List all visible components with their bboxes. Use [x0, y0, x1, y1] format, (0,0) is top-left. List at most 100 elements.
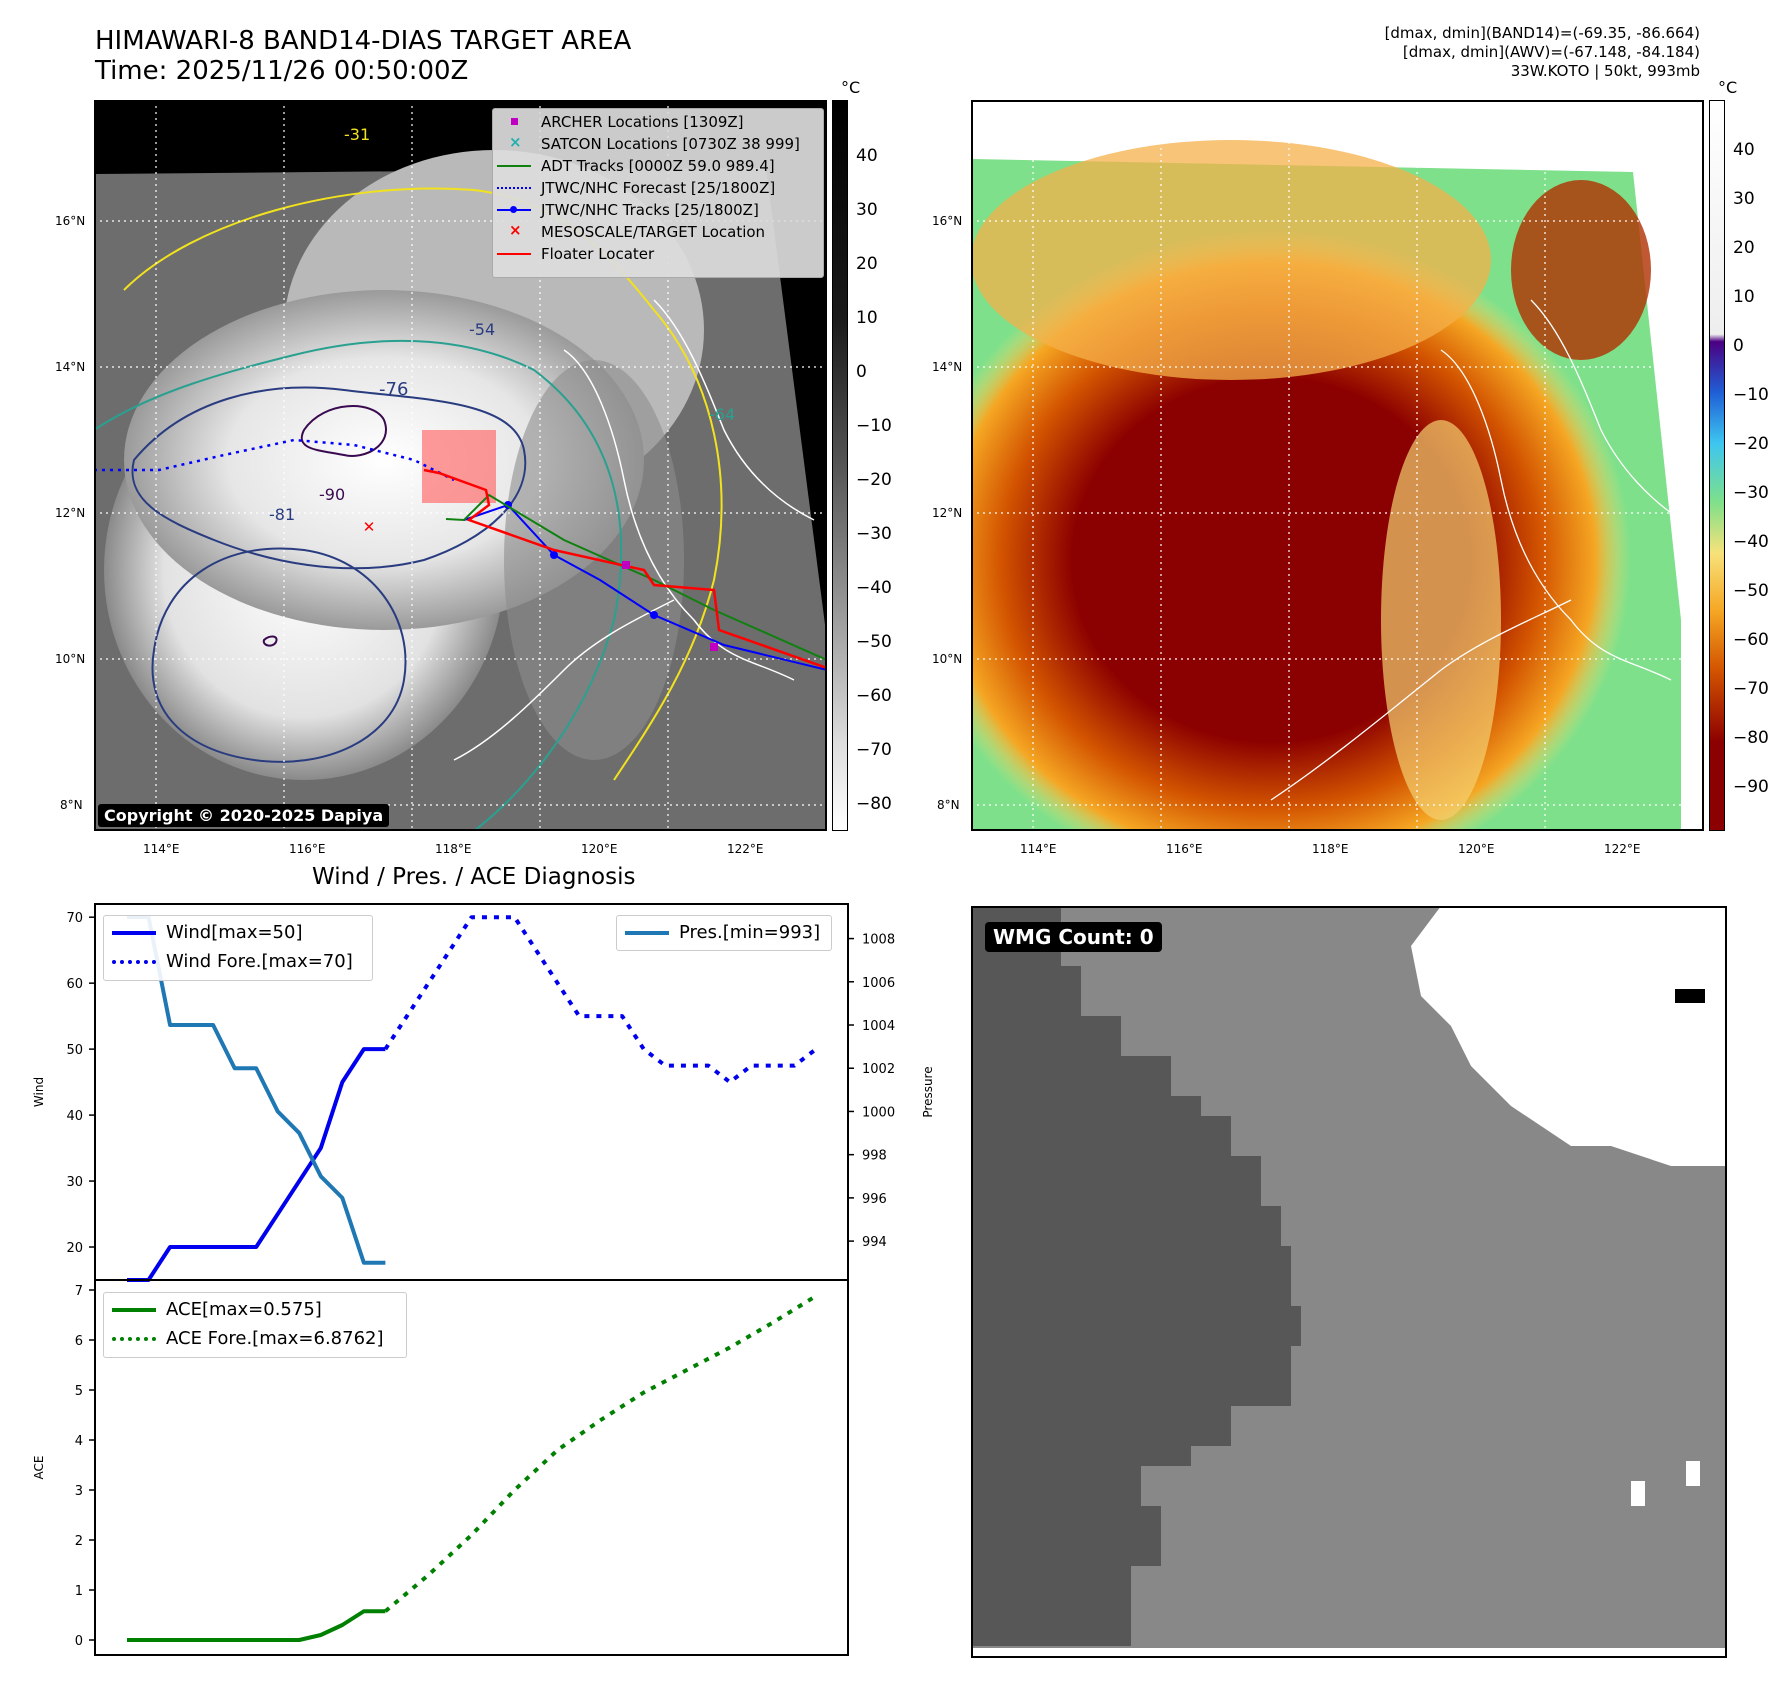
wmg-clear-region [1411, 908, 1725, 1166]
contour-navy-south [151, 547, 407, 763]
stat-awv: [dmax, dmin](AWV)=(-67.148, -84.184) [1402, 43, 1700, 61]
awv-gridlines [973, 102, 1702, 829]
dotted-line-icon [112, 960, 156, 964]
contour-label: -31 [344, 125, 370, 144]
legend-item-satcon: × SATCON Locations [0730Z 38 999] [509, 133, 800, 153]
line-marker-icon [625, 931, 669, 935]
awv-outflow-north [973, 140, 1491, 380]
y-axis-label: Wind [32, 1077, 46, 1107]
colorbar-color-unit: °C [1718, 78, 1738, 97]
awv-map-panel [971, 100, 1704, 831]
y-tick-label: 7 [75, 1284, 83, 1299]
archer-marker [622, 561, 630, 569]
y2-tick-label: 1004 [862, 1019, 895, 1034]
map-legend: ARCHER Locations [1309Z] × SATCON Locati… [492, 108, 824, 278]
jtwc-point [650, 611, 658, 619]
legend-item-pressure: Pres.[min=993] [617, 920, 831, 946]
line-marker-icon [112, 1308, 156, 1312]
legend-item-jtwc-forecast: JTWC/NHC Forecast [25/1800Z] [493, 177, 823, 199]
x-marker-icon: × [509, 221, 522, 239]
target-marker: ✕ [363, 518, 376, 536]
y2-tick-label: 1000 [862, 1105, 895, 1120]
copyright-label: Copyright © 2020-2025 Dapiya [98, 804, 390, 827]
line-marker-icon [497, 253, 531, 255]
contours [96, 187, 723, 829]
contour-teal [96, 339, 623, 829]
jtwc-forecast-track [96, 438, 455, 482]
y-tick-label: 60 [66, 977, 83, 992]
ace-chart: 0 1 2 3 4 5 6 7 ACE [32, 1279, 849, 1656]
contour-label: -54 [469, 320, 495, 339]
colorbar-color [1709, 100, 1725, 831]
ace-legend: ACE[max=0.575] ACE Fore.[max=6.8762] [103, 1292, 407, 1358]
y2-tick-label: 994 [862, 1235, 887, 1250]
awv-rainband [1381, 420, 1501, 820]
stat-storm: 33W.KOTO | 50kt, 993mb [1510, 62, 1700, 80]
stat-band14: [dmax, dmin](BAND14)=(-69.35, -86.664) [1384, 24, 1700, 42]
y-tick-label: 0 [75, 1634, 83, 1649]
legend-item-ace-forecast: ACE Fore.[max=6.8762] [104, 1326, 406, 1352]
archer-marker [710, 643, 718, 651]
y-axis-label: ACE [32, 1456, 46, 1480]
y-tick-label: 20 [66, 1241, 83, 1256]
colorbar-gray [832, 100, 848, 831]
legend-item-adt: ADT Tracks [0000Z 59.0 989.4] [493, 155, 823, 177]
wmg-clear-block [1631, 1481, 1645, 1506]
y-tick-label: 40 [66, 1109, 83, 1124]
y2-axis-label: Pressure [921, 1066, 935, 1117]
legend-item-wind-forecast: Wind Fore.[max=70] [104, 949, 372, 975]
legend-item-ace: ACE[max=0.575] [104, 1297, 406, 1323]
y-tick-label: 70 [66, 911, 83, 926]
wind-series-line [127, 1047, 386, 1282]
contour-label: -64 [709, 405, 735, 424]
wmg-dark-region [973, 908, 1301, 1646]
wmg-black-block [1675, 989, 1705, 1003]
y-tick-label: 1 [75, 1584, 83, 1599]
wmg-count-badge: WMG Count: 0 [985, 922, 1162, 952]
legend-item-target: × MESOSCALE/TARGET Location [509, 221, 766, 241]
dotted-line-icon [112, 1337, 156, 1341]
y2-tick-label: 1008 [862, 933, 895, 948]
y2-tick-label: 1006 [862, 976, 895, 991]
wmg-panel: WMG Count: 0 [971, 906, 1727, 1658]
ace-series-line [127, 1609, 386, 1642]
x-marker-icon: × [509, 133, 522, 151]
wind-legend: Wind[max=50] Wind Fore.[max=70] [103, 915, 373, 981]
wmg-image [973, 908, 1725, 1656]
awv-cell-northeast [1511, 180, 1651, 360]
y2-tick-label: 1002 [862, 1062, 895, 1077]
legend-item-archer: ARCHER Locations [1309Z] [493, 111, 823, 133]
ace-fore-series-line [384, 1294, 818, 1613]
y-tick-label: 2 [75, 1534, 83, 1549]
wind-fore-series-line [383, 915, 818, 1085]
contour-yellow [123, 187, 723, 781]
y2-tick-label: 996 [862, 1192, 887, 1207]
square-marker-icon [511, 118, 518, 125]
wmg-clear-block [1686, 1461, 1700, 1486]
contour-label: -81 [269, 505, 295, 524]
jtwc-point [550, 551, 558, 559]
awv-map [973, 102, 1702, 829]
dotted-line-icon [497, 187, 531, 189]
y-tick-label: 5 [75, 1384, 83, 1399]
contour-label: -76 [379, 379, 408, 400]
colorbar-gray-unit: °C [841, 78, 861, 97]
awv-coastline [1270, 299, 1682, 801]
figure-title: HIMAWARI-8 BAND14-DIAS TARGET AREA [95, 26, 632, 56]
legend-item-floater: Floater Locater [493, 243, 823, 265]
y-tick-label: 50 [66, 1043, 83, 1058]
band14-map-panel: ✕ -31 -54 -64 -76 -81 -90 ARCHER Locatio… [94, 100, 827, 831]
contour-label: -90 [319, 485, 345, 504]
pres-series-line [127, 914, 386, 1265]
legend-item-wind: Wind[max=50] [104, 920, 372, 946]
pressure-legend: Pres.[min=993] [616, 915, 832, 951]
coastline [453, 299, 815, 761]
y-tick-label: 3 [75, 1484, 83, 1499]
line-marker-icon [497, 165, 531, 167]
floater-box [422, 430, 496, 503]
legend-item-jtwc-tracks: JTWC/NHC Tracks [25/1800Z] [493, 199, 823, 221]
line-marker-icon [112, 931, 156, 935]
contour-purple [300, 405, 387, 457]
contour-navy-north [131, 386, 527, 570]
y2-tick-label: 998 [862, 1149, 887, 1164]
